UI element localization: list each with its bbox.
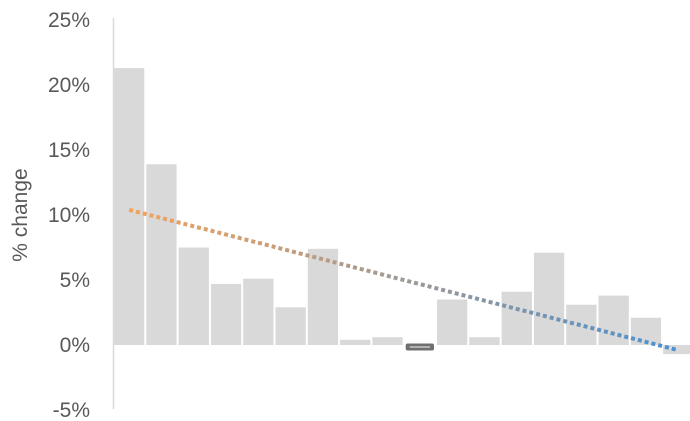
bar <box>372 337 403 345</box>
trendline <box>128 207 679 353</box>
bar <box>437 299 468 345</box>
bar <box>114 68 145 345</box>
y-tick-label: 20% <box>48 74 90 97</box>
bar <box>598 295 629 345</box>
bar <box>501 291 532 345</box>
y-tick-label: 25% <box>48 9 90 32</box>
bar <box>146 164 177 345</box>
bar <box>566 304 597 345</box>
bar <box>243 278 274 345</box>
bar <box>340 339 371 345</box>
bar <box>210 283 242 345</box>
bar <box>469 337 500 345</box>
y-tick-label: 10% <box>48 204 90 227</box>
y-tick-label: -5% <box>53 399 90 421</box>
bar <box>663 345 690 355</box>
y-tick-label: 15% <box>48 139 90 162</box>
bar <box>178 247 209 345</box>
y-axis-ticks: 25% 20% 15% 10% 5% 0% -5% <box>48 9 90 421</box>
y-tick-label: 5% <box>60 269 90 292</box>
bar <box>533 252 565 345</box>
y-tick-label: 0% <box>60 334 90 357</box>
bar <box>275 307 306 345</box>
bar <box>307 248 339 345</box>
y-axis-title: % change <box>9 168 32 261</box>
bars-group <box>114 68 690 355</box>
